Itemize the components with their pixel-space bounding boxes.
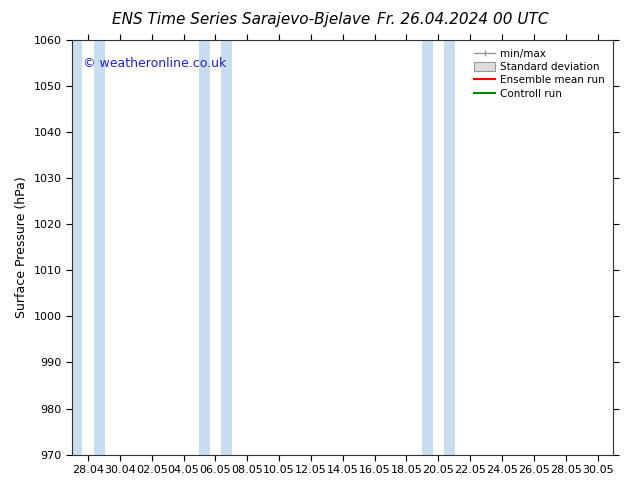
Legend: min/max, Standard deviation, Ensemble mean run, Controll run: min/max, Standard deviation, Ensemble me… — [471, 46, 608, 102]
Text: ENS Time Series Sarajevo-Bjelave: ENS Time Series Sarajevo-Bjelave — [112, 12, 370, 27]
Text: Fr. 26.04.2024 00 UTC: Fr. 26.04.2024 00 UTC — [377, 12, 548, 27]
Bar — [444, 40, 455, 455]
Bar — [94, 40, 105, 455]
Bar — [422, 40, 433, 455]
Bar — [221, 40, 232, 455]
Bar — [71, 40, 82, 455]
Y-axis label: Surface Pressure (hPa): Surface Pressure (hPa) — [15, 176, 28, 318]
Bar — [198, 40, 210, 455]
Text: © weatheronline.co.uk: © weatheronline.co.uk — [83, 57, 226, 70]
